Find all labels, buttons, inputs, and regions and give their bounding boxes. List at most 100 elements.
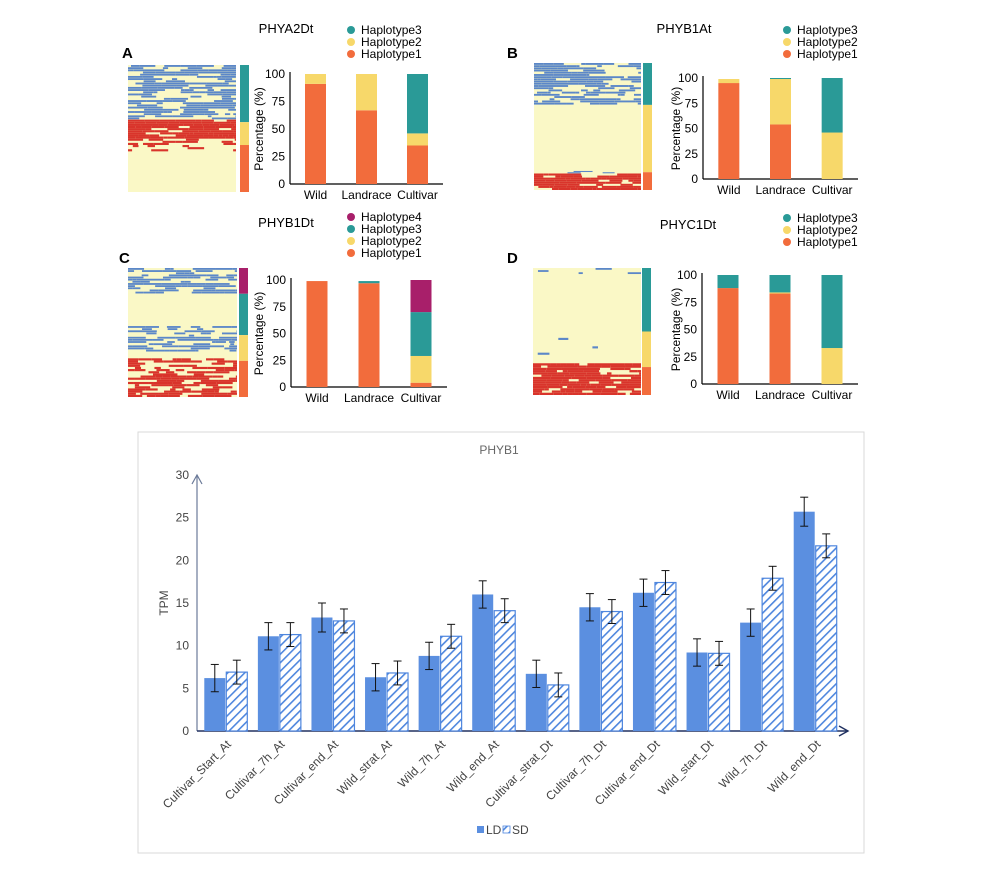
heatmap-cell <box>128 390 143 393</box>
heatmap-cell <box>192 366 208 370</box>
x-tick-label: Landrace <box>344 391 394 405</box>
heatmap-cell <box>186 274 207 277</box>
heatmap-cell <box>128 360 139 363</box>
heatmap-cell <box>602 374 619 377</box>
heatmap-cell <box>200 379 219 382</box>
heatmap-cell <box>574 363 580 366</box>
heatmap-cell <box>605 98 617 101</box>
heatmap-cell <box>625 365 641 368</box>
heatmap-cell <box>134 377 146 380</box>
y-tick-label: 100 <box>265 67 285 81</box>
heatmap-cell <box>212 386 223 389</box>
heatmap-cell <box>565 177 571 180</box>
x-tick-label: Cultivar <box>812 388 853 402</box>
x-tick-label: Cultivar <box>397 188 438 202</box>
heatmap-cell <box>155 285 176 288</box>
heatmap-cell <box>588 71 606 74</box>
heatmap-cell <box>213 338 219 341</box>
heatmap-cell <box>629 392 641 395</box>
heatmap-cell <box>534 179 546 182</box>
heatmap-cell <box>207 89 214 91</box>
heatmap-cell <box>593 80 604 83</box>
haplotype-heatmap <box>534 63 641 190</box>
bar-ld <box>525 673 547 731</box>
heatmap-cell <box>176 379 185 382</box>
legend-label: Haplotype1 <box>797 235 858 249</box>
heatmap-cell <box>211 289 216 292</box>
heatmap-cell <box>138 93 142 96</box>
y-tick-label: 0 <box>691 172 698 186</box>
heatmap-cell <box>610 367 625 371</box>
heatmap-cell <box>563 173 582 176</box>
heatmap-cell <box>633 98 641 101</box>
bar-sd <box>761 577 784 732</box>
bar-segment <box>356 74 377 111</box>
heatmap-cell <box>144 347 154 350</box>
heatmap-cell <box>629 381 641 384</box>
legend-label: Haplotype3 <box>797 211 858 225</box>
heatmap-cell <box>624 367 631 371</box>
heatmap-cell <box>601 390 612 393</box>
heatmap-cell <box>128 130 143 133</box>
heatmap-cell <box>533 388 545 391</box>
heatmap-cell <box>592 346 598 349</box>
heatmap-cell <box>226 91 236 94</box>
heatmap-cell <box>617 173 628 176</box>
heatmap-cell <box>213 371 230 374</box>
heatmap-cell <box>571 96 585 98</box>
heatmap-cell <box>589 388 603 391</box>
error-bar <box>500 598 509 624</box>
panel-title: PHYC1Dt <box>660 217 717 232</box>
heatmap-cell <box>141 93 152 96</box>
heatmap-cell <box>586 91 591 94</box>
heatmap-cell <box>547 385 563 389</box>
heatmap-cell <box>160 369 170 372</box>
heatmap-cell <box>187 147 205 150</box>
heatmap-cell <box>205 283 214 285</box>
heatmap-cell <box>219 291 225 294</box>
heatmap-cell <box>168 274 187 277</box>
heatmap-cell <box>181 285 188 288</box>
heatmap-cell <box>128 287 133 290</box>
heatmap-cell <box>533 363 551 366</box>
heatmap-cell <box>211 104 219 107</box>
heatmap-cell <box>168 394 180 397</box>
heatmap-cell <box>195 119 202 122</box>
heatmap-cell <box>199 91 206 94</box>
heatmap-cell <box>597 175 610 178</box>
heatmap-cell <box>233 113 236 116</box>
heatmap-cell <box>205 371 214 374</box>
bar-ld <box>418 655 440 731</box>
heatmap-cell <box>155 115 173 118</box>
heatmap-cell <box>228 89 236 91</box>
heatmap-cell <box>550 177 566 180</box>
heatmap-cell <box>533 392 540 395</box>
heatmap-cell <box>624 175 638 178</box>
heatmap-cell <box>128 121 135 124</box>
heatmap-cell <box>162 270 177 272</box>
heatmap-cell <box>134 121 146 124</box>
error-bar <box>693 638 702 667</box>
heatmap-cell <box>560 388 575 391</box>
heatmap-cell <box>553 185 567 188</box>
heatmap-cell <box>534 69 546 72</box>
heatmap-cell <box>201 136 209 139</box>
heatmap-cell <box>221 97 235 100</box>
heatmap-cell <box>128 119 145 122</box>
heatmap-cell <box>534 175 544 178</box>
heatmap-cell <box>168 364 184 367</box>
bar-segment <box>356 110 377 184</box>
heatmap-cell <box>196 283 206 285</box>
heatmap-cell <box>555 65 567 68</box>
heatmap-cell <box>132 278 137 281</box>
heatmap-cell <box>534 76 547 79</box>
heatmap-cell <box>590 91 606 94</box>
heatmap-cell <box>140 123 153 126</box>
heatmap-cell <box>201 388 220 391</box>
heatmap-cell <box>142 330 157 333</box>
bar-segment <box>410 280 432 313</box>
panel-label: D <box>507 250 518 267</box>
y-tick-label: 0 <box>279 380 286 394</box>
heatmap-cell <box>163 97 171 100</box>
